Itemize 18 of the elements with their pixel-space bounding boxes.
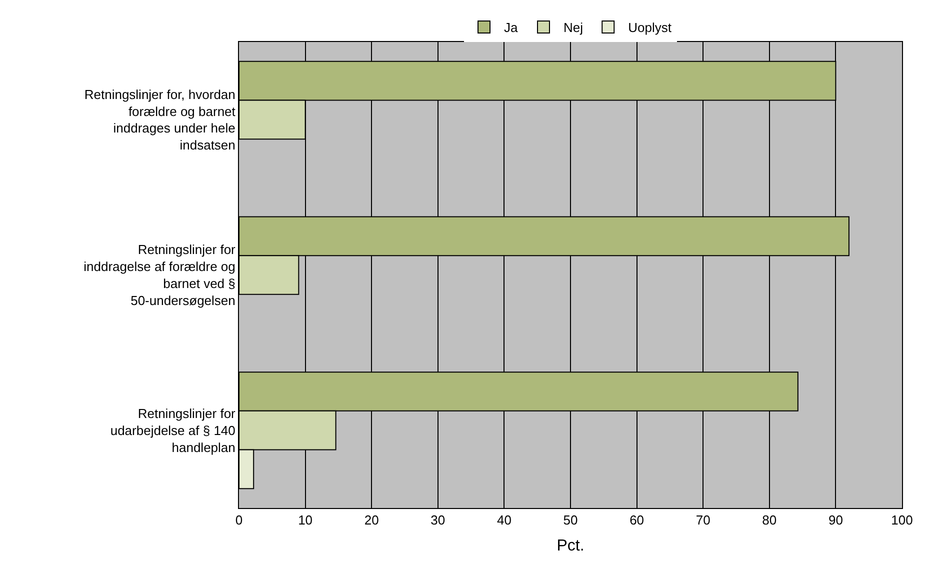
x-tick-label: 70 — [696, 512, 710, 528]
legend-label: Ja — [504, 20, 518, 36]
x-tick-label: 10 — [298, 512, 313, 528]
y-tick-label: Retningslinjer for udarbejdelse af § 140 handleplan — [110, 406, 236, 455]
legend-label: Uoplyst — [628, 20, 672, 36]
x-tick-label: 20 — [364, 512, 379, 528]
x-tick-label: 30 — [430, 512, 446, 528]
x-tick-label: 0 — [235, 512, 243, 528]
y-tick-label: Retningslinjer for inddragelse af forældre og barnet ved § 50-undersøgelsen — [84, 242, 236, 308]
x-tick-label: 50 — [563, 512, 578, 528]
x-tick-label: 100 — [891, 512, 913, 528]
y-tick-label: Retningslinjer for, hvordan forældre og barnet inddrages under hele indsatsen — [84, 86, 236, 153]
legend-label: Nej — [564, 20, 584, 36]
x-tick-label: 40 — [496, 512, 512, 528]
x-tick-label: 80 — [762, 512, 777, 528]
x-axis-title: Pct. — [556, 537, 584, 554]
x-tick-label: 90 — [828, 512, 843, 528]
x-tick-label: 60 — [630, 512, 644, 528]
